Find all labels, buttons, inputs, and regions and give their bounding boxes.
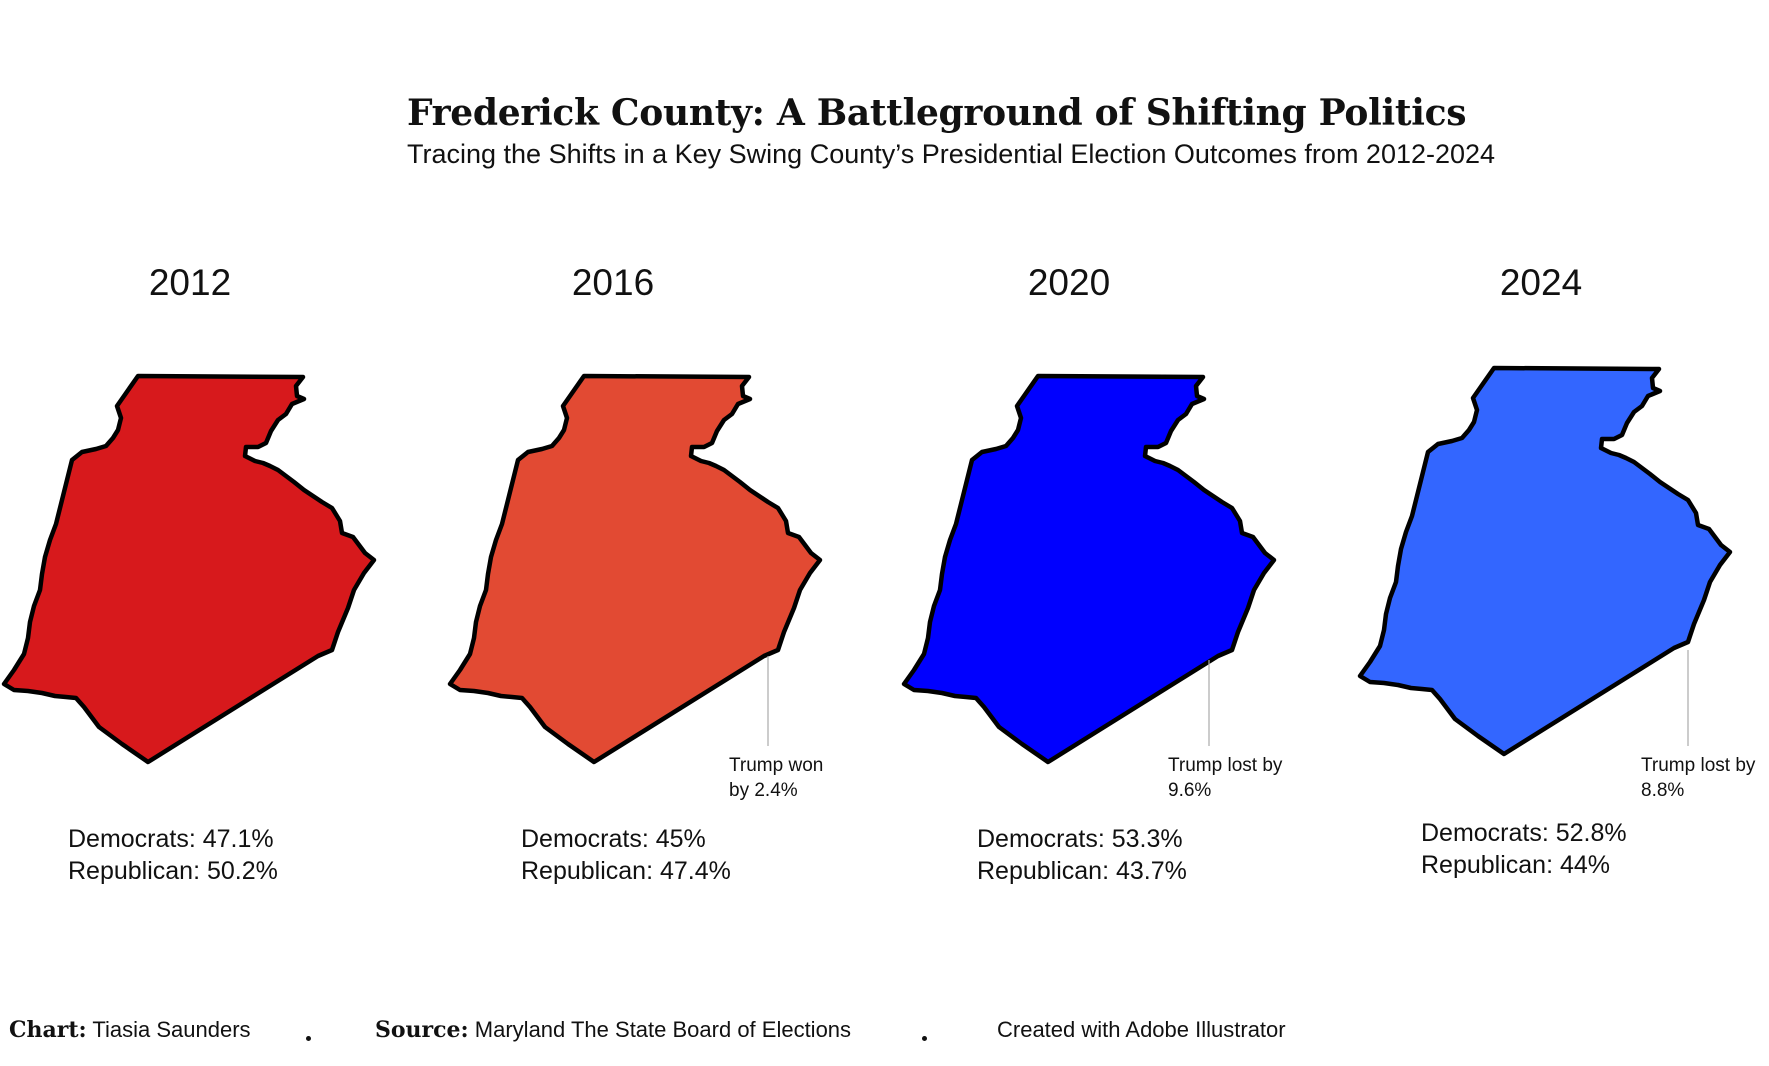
county-map-2020: [904, 376, 1274, 762]
footer-chart-author: Tiasia Saunders: [92, 1017, 251, 1042]
footer-chart-label: Chart:: [9, 1017, 87, 1043]
chart-title: Frederick County: A Battleground of Shif…: [407, 92, 1467, 134]
annotation-2016-line2: by 2.4%: [729, 780, 798, 801]
annotation-2024-line1: Trump lost by: [1641, 755, 1756, 776]
results-2016: Democrats: 45% Republican: 47.4%: [521, 823, 731, 887]
results-2012: Democrats: 47.1% Republican: 50.2%: [68, 823, 278, 887]
footer-source: Source: Maryland The State Board of Elec…: [375, 1017, 851, 1043]
annotation-2020: Trump lost by 9.6%: [1168, 753, 1282, 803]
democrats-2012: Democrats: 47.1%: [68, 825, 274, 853]
year-label-2012: 2012: [148, 262, 232, 303]
democrats-2024: Democrats: 52.8%: [1421, 819, 1627, 847]
annotation-2020-line1: Trump lost by: [1168, 755, 1283, 776]
year-label-2024: 2024: [1499, 262, 1583, 303]
annotation-2024-line2: 8.8%: [1641, 780, 1685, 801]
footer-credit: Chart: Tiasia Saunders: [9, 1017, 251, 1043]
year-label-2016: 2016: [571, 262, 655, 303]
democrats-2020: Democrats: 53.3%: [977, 825, 1183, 853]
county-map-2024: [1360, 368, 1730, 754]
county-map-2016: [450, 376, 820, 762]
democrats-2016: Democrats: 45%: [521, 825, 706, 853]
results-2020: Democrats: 53.3% Republican: 43.7%: [977, 823, 1187, 887]
republican-2016: Republican: 47.4%: [521, 857, 731, 885]
footer-separator-dot: [922, 1036, 927, 1041]
county-map-2012: [4, 376, 374, 762]
year-label-2020: 2020: [1027, 262, 1111, 303]
annotation-2016: Trump won by 2.4%: [729, 753, 823, 803]
footer-tool: Created with Adobe Illustrator: [997, 1017, 1286, 1042]
annotation-2020-line2: 9.6%: [1168, 780, 1212, 801]
footer-source-text: Maryland The State Board of Elections: [474, 1017, 852, 1042]
annotation-2016-line1: Trump won: [729, 755, 824, 776]
annotation-2024: Trump lost by 8.8%: [1641, 753, 1755, 803]
republican-2020: Republican: 43.7%: [977, 857, 1187, 885]
republican-2024: Republican: 44%: [1421, 851, 1611, 879]
results-2024: Democrats: 52.8% Republican: 44%: [1421, 817, 1627, 881]
chart-subtitle: Tracing the Shifts in a Key Swing County…: [407, 139, 1496, 169]
footer-source-label: Source:: [375, 1017, 469, 1043]
republican-2012: Republican: 50.2%: [68, 857, 278, 885]
footer-separator-dot: [306, 1036, 311, 1041]
